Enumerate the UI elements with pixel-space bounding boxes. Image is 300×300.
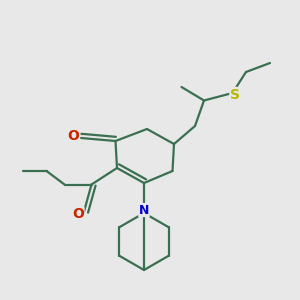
Text: N: N: [139, 203, 149, 217]
Text: O: O: [72, 208, 84, 221]
Text: O: O: [68, 130, 80, 143]
Text: S: S: [230, 88, 240, 101]
